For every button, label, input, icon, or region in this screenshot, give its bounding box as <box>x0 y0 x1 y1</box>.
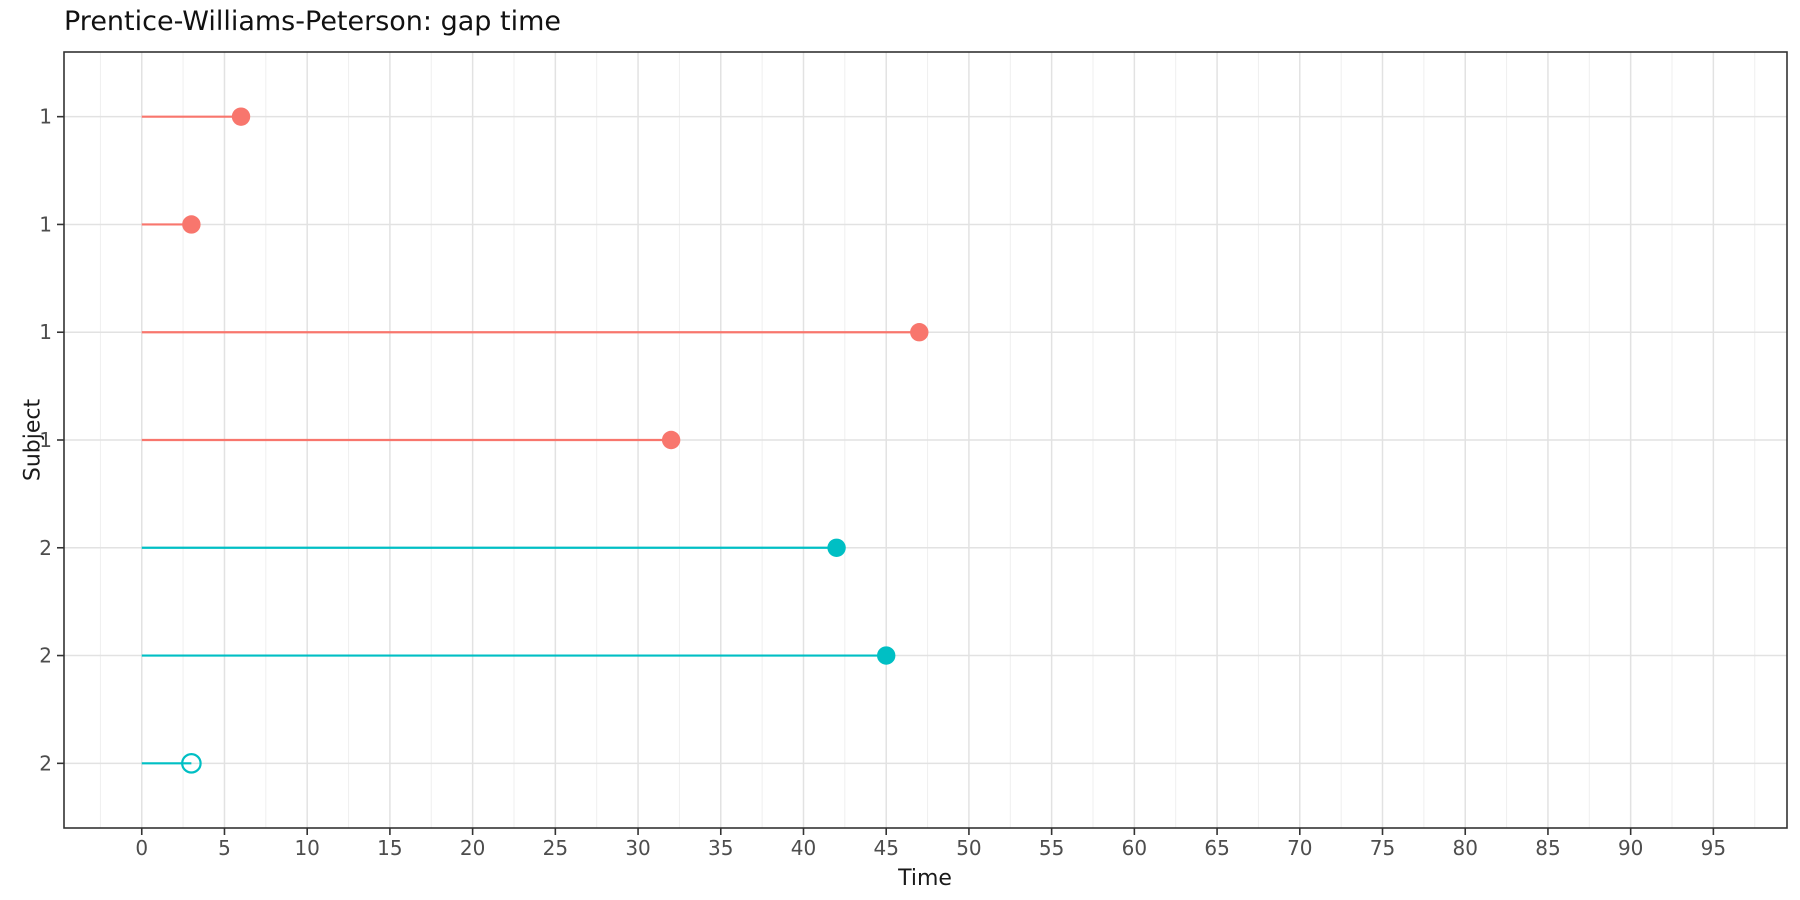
y-tick-label: 1 <box>39 212 52 236</box>
y-tick-label: 2 <box>39 751 52 775</box>
x-tick-label: 55 <box>1039 836 1064 860</box>
event-marker <box>231 107 251 126</box>
x-tick-label: 35 <box>708 836 733 860</box>
axis-ticks-and-labels: 0 5 10 15 20 25 30 35 40 45 50 55 60 65 70 75 80 85 90 95 1 1… <box>39 105 1726 860</box>
x-tick-label: 70 <box>1287 836 1312 860</box>
censored-marker <box>181 753 202 774</box>
event-marker <box>827 538 846 557</box>
event-marker <box>661 430 681 450</box>
y-tick-label: 1 <box>39 320 52 344</box>
event-marker <box>910 323 929 342</box>
x-tick-label: 90 <box>1618 836 1643 860</box>
x-tick-label: 30 <box>625 836 650 860</box>
x-tick-label: 95 <box>1701 836 1726 860</box>
x-tick-label: 20 <box>460 836 485 860</box>
x-tick-label: 25 <box>543 836 568 860</box>
x-tick-label: 75 <box>1370 836 1395 860</box>
x-tick-label: 0 <box>135 836 148 860</box>
x-tick-label: 60 <box>1122 836 1147 860</box>
event-marker <box>182 215 201 234</box>
x-tick-label: 5 <box>218 836 231 860</box>
x-tick-label: 10 <box>294 836 319 860</box>
event-series <box>141 107 929 774</box>
chart-title: Prentice-Williams-Peterson: gap time <box>64 6 562 37</box>
y-axis-title: Subject <box>20 398 46 482</box>
x-tick-label: 15 <box>377 836 402 860</box>
x-tick-label: 65 <box>1204 836 1229 860</box>
x-tick-label: 80 <box>1453 836 1478 860</box>
y-tick-label: 1 <box>39 428 52 452</box>
y-tick-label: 1 <box>39 105 52 129</box>
x-tick-label: 85 <box>1535 836 1560 860</box>
y-tick-label: 2 <box>39 644 52 668</box>
x-tick-label: 45 <box>873 836 898 860</box>
x-tick-label: 40 <box>791 836 816 860</box>
x-tick-label: 50 <box>956 836 981 860</box>
x-axis-title: Time <box>898 866 952 891</box>
y-tick-label: 2 <box>39 536 52 560</box>
event-marker <box>877 646 896 665</box>
